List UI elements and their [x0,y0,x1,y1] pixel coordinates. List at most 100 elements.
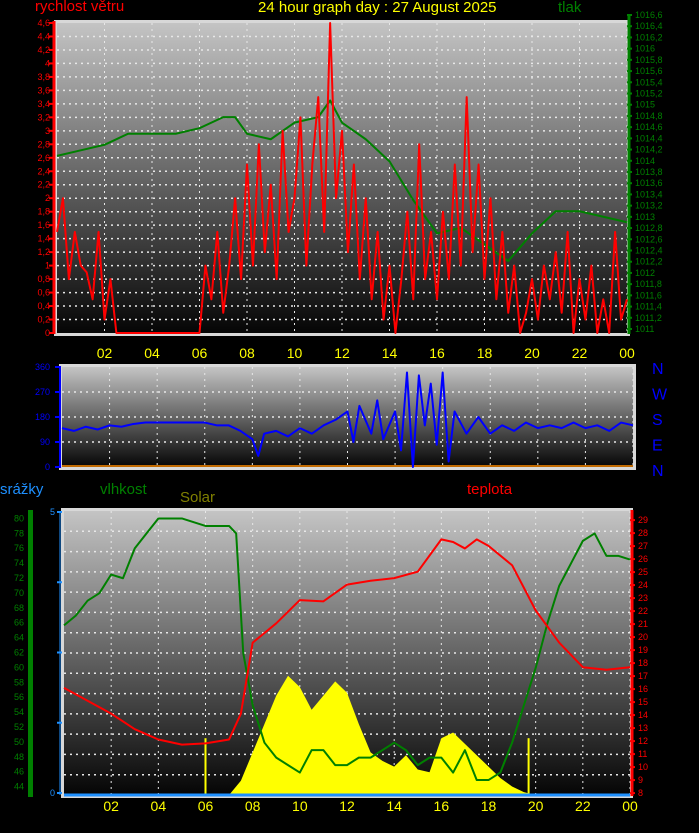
humidity-tick-label: 80 [14,513,24,523]
x-tick-label: 16 [434,798,450,814]
wind-speed-tick-label: 4 [45,58,50,68]
wind-speed-tick-label: 3 [45,126,50,136]
humidity-tick-label: 62 [14,648,24,658]
pressure-tick-label: 1011,2 [635,313,662,323]
pressure-tick-label: 1011,6 [635,290,662,300]
humidity-tick-label: 44 [14,782,24,792]
humidity-tick-label: 46 [14,767,24,777]
x-tick-label: 06 [198,798,214,814]
pressure-tick-label: 1011,4 [635,302,662,312]
pressure-tick-label: 1013,8 [635,167,663,177]
temperature-tick-label: 26 [638,554,648,564]
wind-speed-tick-label: 2,4 [37,166,50,176]
pressure-tick-label: 1016,6 [635,10,663,20]
x-tick-label: 12 [339,798,355,814]
rain-tick-label: 5 [50,507,55,517]
rain-label: srážky [0,481,44,498]
humidity-tick-label: 50 [14,737,24,747]
x-tick-label: 14 [386,798,402,814]
wind-speed-tick-label: 4,4 [37,31,50,41]
x-tick-label: 18 [477,345,493,361]
x-tick-label: 20 [524,345,540,361]
pressure-tick-label: 1014,6 [635,122,663,132]
temperature-tick-label: 29 [638,515,648,525]
temperature-tick-label: 28 [638,528,648,538]
pressure-tick-label: 1012,6 [635,234,663,244]
wind-direction-tick-label: 180 [35,412,50,422]
wind-direction-tick-label: 90 [40,437,50,447]
wind-speed-tick-label: 0,2 [37,315,50,325]
compass-label: N [652,361,664,378]
wind-speed-tick-label: 2,2 [37,180,50,190]
wind-speed-tick-label: 4,2 [37,45,50,55]
pressure-tick-label: 1013,6 [635,178,663,188]
wind-speed-tick-label: 3,8 [37,72,50,82]
temperature-tick-label: 14 [638,710,648,720]
compass-label: E [652,438,663,455]
wind-speed-line [56,22,628,334]
humidity-tick-label: 64 [14,633,24,643]
wind-speed-tick-label: 0 [45,328,50,338]
temperature-tick-label: 27 [638,541,648,551]
pressure-tick-label: 1016,4 [635,21,663,31]
x-tick-label: 22 [572,345,588,361]
humidity-tick-label: 60 [14,662,24,672]
temperature-tick-label: 13 [638,723,648,733]
graph-title: 24 hour graph day : 27 August 2025 [258,0,497,16]
humidity-tick-label: 78 [14,528,24,538]
wind-speed-label: rychlost větru [35,0,125,15]
solar-label: Solar [180,489,216,506]
humidity-tick-label: 54 [14,707,24,717]
pressure-tick-label: 1015,8 [635,55,663,65]
pressure-label: tlak [558,0,582,16]
x-tick-label: 18 [481,798,497,814]
humidity-tick-label: 76 [14,543,24,553]
pressure-tick-label: 1013,4 [635,189,663,199]
wind-speed-tick-label: 3,4 [37,99,50,109]
temperature-tick-label: 21 [638,619,648,629]
wind-speed-tick-label: 2 [45,193,50,203]
temperature-tick-label: 8 [638,788,643,798]
pressure-line [56,99,628,263]
x-tick-label: 02 [97,345,113,361]
humidity-tick-label: 72 [14,573,24,583]
wind-speed-tick-label: 0,8 [37,274,50,284]
humidity-tick-label: 52 [14,722,24,732]
pressure-tick-label: 1015,6 [635,66,663,76]
compass-label: W [652,387,668,404]
temperature-tick-label: 10 [638,762,648,772]
humidity-tick-label: 56 [14,692,24,702]
x-tick-label: 00 [619,345,635,361]
pressure-tick-label: 1015 [635,100,655,110]
x-tick-label: 10 [287,345,303,361]
x-tick-label: 20 [528,798,544,814]
wind-speed-tick-label: 3,2 [37,112,50,122]
x-tick-label: 22 [575,798,591,814]
humidity-tick-label: 58 [14,677,24,687]
wind-direction-tick-label: 360 [35,362,50,372]
pressure-tick-label: 1014 [635,156,655,166]
x-tick-label: 04 [151,798,167,814]
humidity-tick-label: 68 [14,603,24,613]
temperature-tick-label: 11 [638,749,647,759]
pressure-tick-label: 1012,8 [635,223,663,233]
humidity-tick-label: 74 [14,558,24,568]
temperature-tick-label: 22 [638,606,648,616]
humidity-tick-label: 70 [14,588,24,598]
pressure-tick-label: 1014,2 [635,145,663,155]
temperature-tick-label: 18 [638,658,648,668]
x-tick-label: 16 [429,345,445,361]
solar-area [64,675,630,795]
wind-direction-tick-label: 270 [35,387,50,397]
temperature-tick-label: 25 [638,567,648,577]
pressure-tick-label: 1011,8 [635,279,662,289]
x-tick-label: 00 [622,798,638,814]
humidity-axis [28,510,33,797]
pressure-tick-label: 1016,2 [635,32,663,42]
x-tick-label: 04 [144,345,160,361]
x-tick-label: 10 [292,798,308,814]
x-tick-label: 02 [103,798,119,814]
temperature-tick-label: 19 [638,645,648,655]
temperature-tick-label: 20 [638,632,648,642]
wind-speed-tick-label: 0,4 [37,301,50,311]
